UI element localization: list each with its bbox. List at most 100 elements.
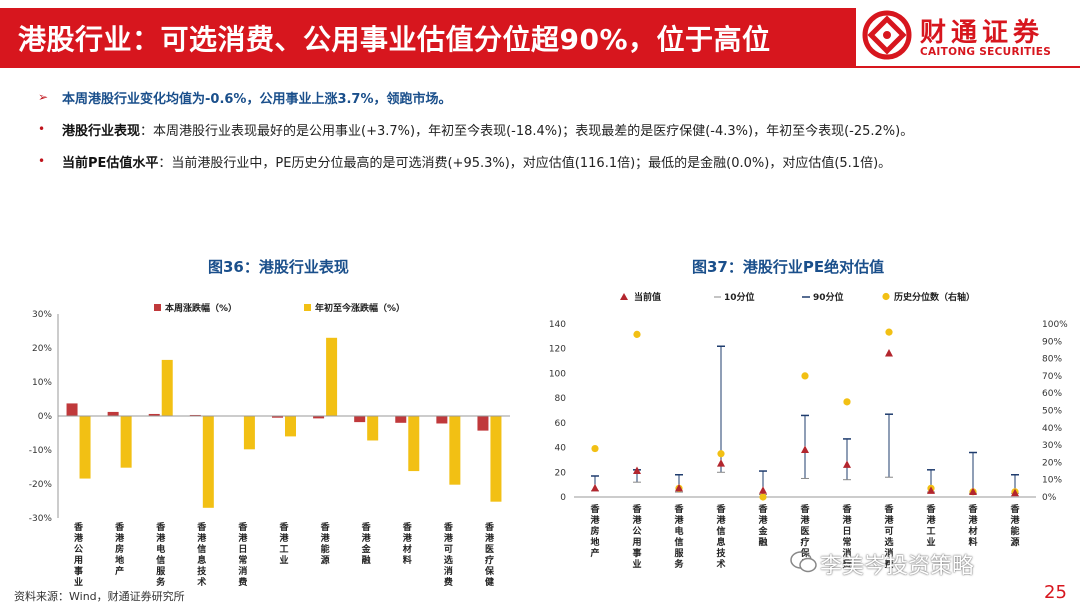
bar-ytd — [285, 416, 296, 437]
x-tick-label: 香港金融 — [757, 503, 768, 548]
x-tick-label: 香港房地产 — [589, 503, 600, 559]
x-tick-label: 香港信息技术 — [196, 521, 207, 588]
bar-ytd — [202, 416, 214, 508]
current-marker — [591, 483, 599, 492]
y-left-tick-label: 100 — [549, 369, 566, 379]
x-tick-label: 香港可选消费 — [883, 503, 894, 570]
legend-percentile-icon — [882, 292, 890, 301]
y-right-tick-label: 0% — [1042, 493, 1057, 503]
bullet-text: 当前PE估值水平：当前港股行业中，PE历史分位最高的是可选消费(+95.3%)，… — [62, 152, 891, 171]
bullet-lead: ➢ 本周港股行业变化均值为-0.6%，公用事业上涨3.7%，领跑市场。 — [38, 88, 1078, 120]
x-tick-label: 香港材料 — [967, 503, 978, 548]
y-right-tick-label: 20% — [1042, 458, 1062, 468]
page-number: 25 — [1044, 582, 1067, 603]
y-right-tick-label: 90% — [1042, 337, 1062, 347]
legend-swatch — [304, 304, 311, 311]
y-right-tick-label: 40% — [1042, 424, 1062, 434]
y-tick-label: 30% — [32, 310, 52, 320]
bar-weekly — [189, 414, 201, 416]
bar-ytd — [161, 359, 173, 416]
legend-label: 历史分位数（右轴） — [894, 291, 975, 303]
y-left-tick-label: 20 — [555, 468, 567, 478]
y-tick-label: 10% — [32, 378, 52, 388]
current-marker — [759, 486, 767, 494]
bar-weekly — [436, 416, 448, 424]
logo-english-name: CAITONG SECURITIES — [920, 46, 1052, 58]
x-tick-label: 香港工业 — [925, 503, 936, 548]
wechat-icon — [790, 551, 817, 573]
x-tick-label: 香港信息技术 — [715, 503, 726, 570]
bar-weekly — [66, 403, 78, 416]
current-marker — [969, 487, 977, 496]
logo-chinese-name: 财通证券 — [920, 18, 1045, 48]
x-tick-label: 香港金融 — [361, 521, 372, 566]
x-tick-label: 香港公用事业 — [73, 521, 84, 588]
bullet-lead-text: 本周港股行业变化均值为-0.6%，公用事业上涨3.7%，领跑市场。 — [62, 92, 452, 107]
bar-weekly — [272, 416, 283, 418]
y-tick-label: -10% — [29, 446, 53, 456]
current-marker — [885, 349, 893, 357]
legend-label: 年初至今涨跌幅（%） — [315, 302, 405, 314]
percentile-point — [843, 398, 851, 406]
bar-weekly — [148, 413, 160, 416]
x-tick-label: 香港电信服务 — [155, 521, 166, 588]
legend-label: 本周涨跌幅（%） — [165, 302, 237, 314]
current-marker — [801, 445, 809, 454]
y-left-tick-label: 40 — [555, 444, 567, 454]
legend-label: 90分位 — [813, 291, 844, 303]
percentile-point — [633, 330, 641, 338]
y-right-tick-label: 30% — [1042, 441, 1062, 451]
bullet-item-valuation: • 当前PE估值水平：当前港股行业中，PE历史分位最高的是可选消费(+95.3%… — [38, 152, 1078, 184]
bar-weekly — [107, 411, 119, 416]
logo-emblem-icon — [862, 10, 912, 60]
y-right-tick-label: 50% — [1042, 407, 1062, 417]
bar-ytd — [449, 416, 461, 485]
header-divider — [0, 66, 1080, 68]
fig36-svg: 30% 20% 10% 0% -10% -20% -30% 香港公用事业 香港房地产 香港电信服务… — [29, 302, 510, 588]
y-tick-label: 0% — [38, 412, 53, 422]
bullet-body: ：本周港股行业表现最好的是公用事业(+3.7%)，年初至今表现(-18.4%)；… — [140, 124, 914, 139]
watermark: 李美岑投资策略 — [820, 554, 975, 579]
company-logo: 财通证券 CAITONG SECURITIES — [858, 6, 1080, 66]
fig36-chart: 30% 20% 10% 0% -10% -20% -30% 香港公用事业 香港房地产 香港电信服务… — [14, 292, 524, 588]
x-tick-label: 香港可选消费 — [443, 521, 454, 588]
bar-ytd — [490, 416, 502, 502]
bar-weekly — [354, 416, 366, 423]
current-marker — [717, 459, 725, 467]
percentile-point — [885, 328, 893, 336]
legend-current-icon — [620, 293, 628, 300]
header: 港股行业：可选消费、公用事业估值分位超90%，位于高位 财通证券 CAITONG… — [0, 0, 1080, 68]
bullet-key: 港股行业表现 — [62, 124, 141, 139]
percentile-point — [717, 450, 725, 458]
bullet-item-performance: • 港股行业表现：本周港股行业表现最好的是公用事业(+3.7%)，年初至今表现(… — [38, 120, 1078, 152]
percentile-point — [759, 493, 767, 501]
bar-ytd — [326, 337, 338, 416]
x-tick-label: 香港日常消费 — [237, 521, 248, 588]
legend-swatch — [154, 304, 161, 311]
legend-label: 10分位 — [724, 291, 755, 303]
y-tick-label: -30% — [29, 514, 53, 524]
bar-weekly — [313, 416, 325, 419]
x-tick-label: 香港能源 — [1009, 503, 1020, 548]
bar-weekly — [477, 416, 489, 431]
y-left-tick-label: 60 — [555, 419, 567, 429]
current-marker — [1011, 488, 1019, 497]
y-left-tick-label: 120 — [549, 345, 566, 355]
x-tick-label: 香港电信服务 — [673, 503, 684, 570]
y-right-tick-label: 10% — [1042, 476, 1062, 486]
bar-ytd — [243, 416, 255, 450]
fig37-title: 图37：港股行业PE绝对估值 — [692, 258, 885, 276]
x-tick-label: 香港公用事业 — [631, 503, 642, 570]
x-tick-label: 香港房地产 — [114, 521, 125, 577]
y-right-tick-label: 80% — [1042, 355, 1062, 365]
page-title: 港股行业：可选消费、公用事业估值分位超90%，位于高位 — [18, 23, 771, 56]
fig37-chart: 0 20 40 60 80 100 120 140 0% 10% 20% 30% 40% 50% 60% 70… — [540, 284, 1070, 588]
y-tick-label: 20% — [32, 344, 52, 354]
y-right-tick-label: 100% — [1042, 320, 1068, 330]
bar-ytd — [408, 416, 420, 472]
percentile-point — [801, 372, 809, 380]
x-tick-label: 香港医疗保健 — [484, 521, 495, 588]
bar-weekly — [395, 416, 407, 423]
data-source: 资料来源：Wind，财通证券研究所 — [14, 590, 185, 603]
x-tick-label: 香港材料 — [402, 521, 413, 566]
